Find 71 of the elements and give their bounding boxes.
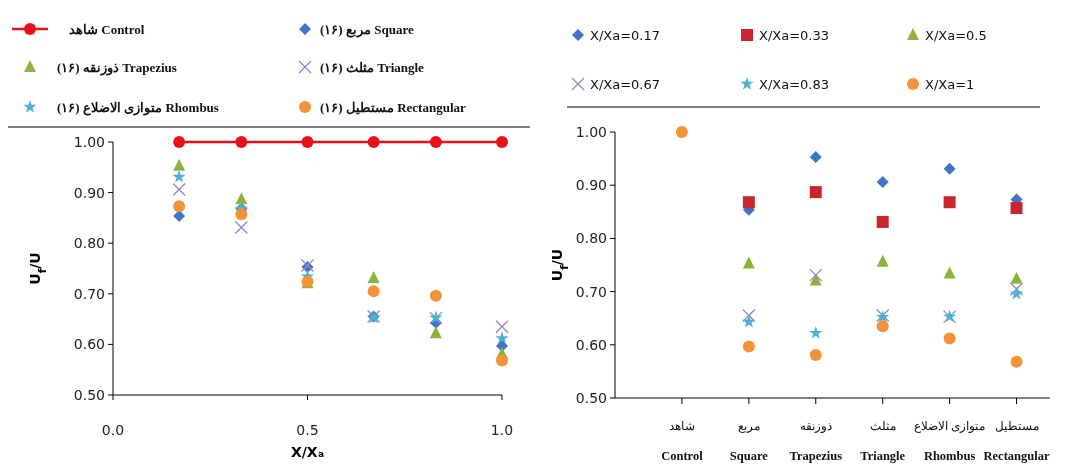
x-axis-title: X/Xₐ: [290, 444, 325, 460]
legend-label: X/Xa=1: [925, 77, 975, 92]
y-tick-label: 1.00: [73, 134, 105, 150]
x-tick-label: 1.0: [490, 422, 514, 438]
point: [235, 136, 248, 148]
legend-label: Square مربع (۱۶): [320, 22, 414, 38]
point: [495, 320, 509, 334]
y-tick-label: 0.70: [575, 283, 607, 300]
point: [429, 289, 442, 302]
point: [429, 326, 442, 339]
x-tick-label: 0.5: [296, 422, 319, 438]
legend-label: X/Xa=0.67: [590, 77, 660, 92]
point: [742, 256, 755, 269]
point: [1010, 355, 1023, 368]
point: [876, 215, 889, 228]
y-tick-label: 0.50: [575, 390, 607, 406]
y-tick-label: 0.70: [73, 285, 105, 302]
y-tick-label: 0.80: [575, 230, 607, 247]
legend-label: Trapezius ذوزنقه (۱۶): [57, 60, 177, 76]
legend-label: X/Xa=0.17: [590, 28, 660, 43]
point: [809, 348, 822, 361]
y-tick-label: 0.80: [73, 235, 105, 252]
point: [809, 186, 822, 199]
point: [235, 192, 248, 205]
point: [234, 220, 249, 235]
y-tick-label: 0.60: [575, 336, 607, 353]
point: [173, 158, 186, 171]
point: [301, 136, 314, 148]
point: [367, 285, 380, 298]
y-tick-label: 0.90: [575, 177, 607, 194]
legend-label: Rhombus متوازی الاضلاع (۱۶): [57, 100, 219, 116]
point: [235, 208, 248, 221]
point: [495, 331, 509, 344]
point: [496, 354, 508, 367]
point: [429, 136, 442, 148]
y-tick-label: 0.90: [73, 184, 105, 201]
y-tick-label: 0.50: [73, 387, 105, 403]
point: [742, 196, 755, 209]
point: [742, 308, 756, 323]
point: [1010, 271, 1023, 284]
point: [675, 126, 688, 138]
point: [1009, 282, 1024, 296]
point: [809, 268, 823, 282]
point: [172, 182, 186, 197]
point: [367, 271, 380, 284]
point: [876, 176, 889, 189]
point: [1010, 202, 1023, 215]
point: [943, 162, 956, 175]
y-tick-label: 0.60: [73, 336, 105, 353]
point: [367, 136, 380, 148]
point: [876, 254, 889, 267]
y-tick-label: 1.00: [575, 124, 607, 140]
x-tick-label: 0.0: [101, 422, 125, 438]
point: [742, 314, 756, 328]
point: [172, 169, 186, 183]
point: [496, 136, 508, 148]
legend-label: X/Xa=0.83: [759, 77, 829, 92]
point: [943, 266, 956, 279]
point: [173, 136, 186, 148]
point: [742, 340, 755, 353]
legend-label: X/Xa=0.5: [925, 28, 987, 43]
point: [173, 200, 186, 213]
legend-label: X/Xa=0.33: [759, 28, 829, 43]
point: [876, 320, 889, 333]
point: [943, 332, 956, 345]
legend-label: Rectangular مستطیل (۱۶): [320, 100, 467, 115]
point: [809, 326, 823, 339]
point: [809, 151, 822, 163]
point: [943, 196, 956, 209]
legend-label: Triangle مثلث (۱۶): [320, 60, 425, 75]
legend-label: Control شاهد: [69, 22, 145, 37]
